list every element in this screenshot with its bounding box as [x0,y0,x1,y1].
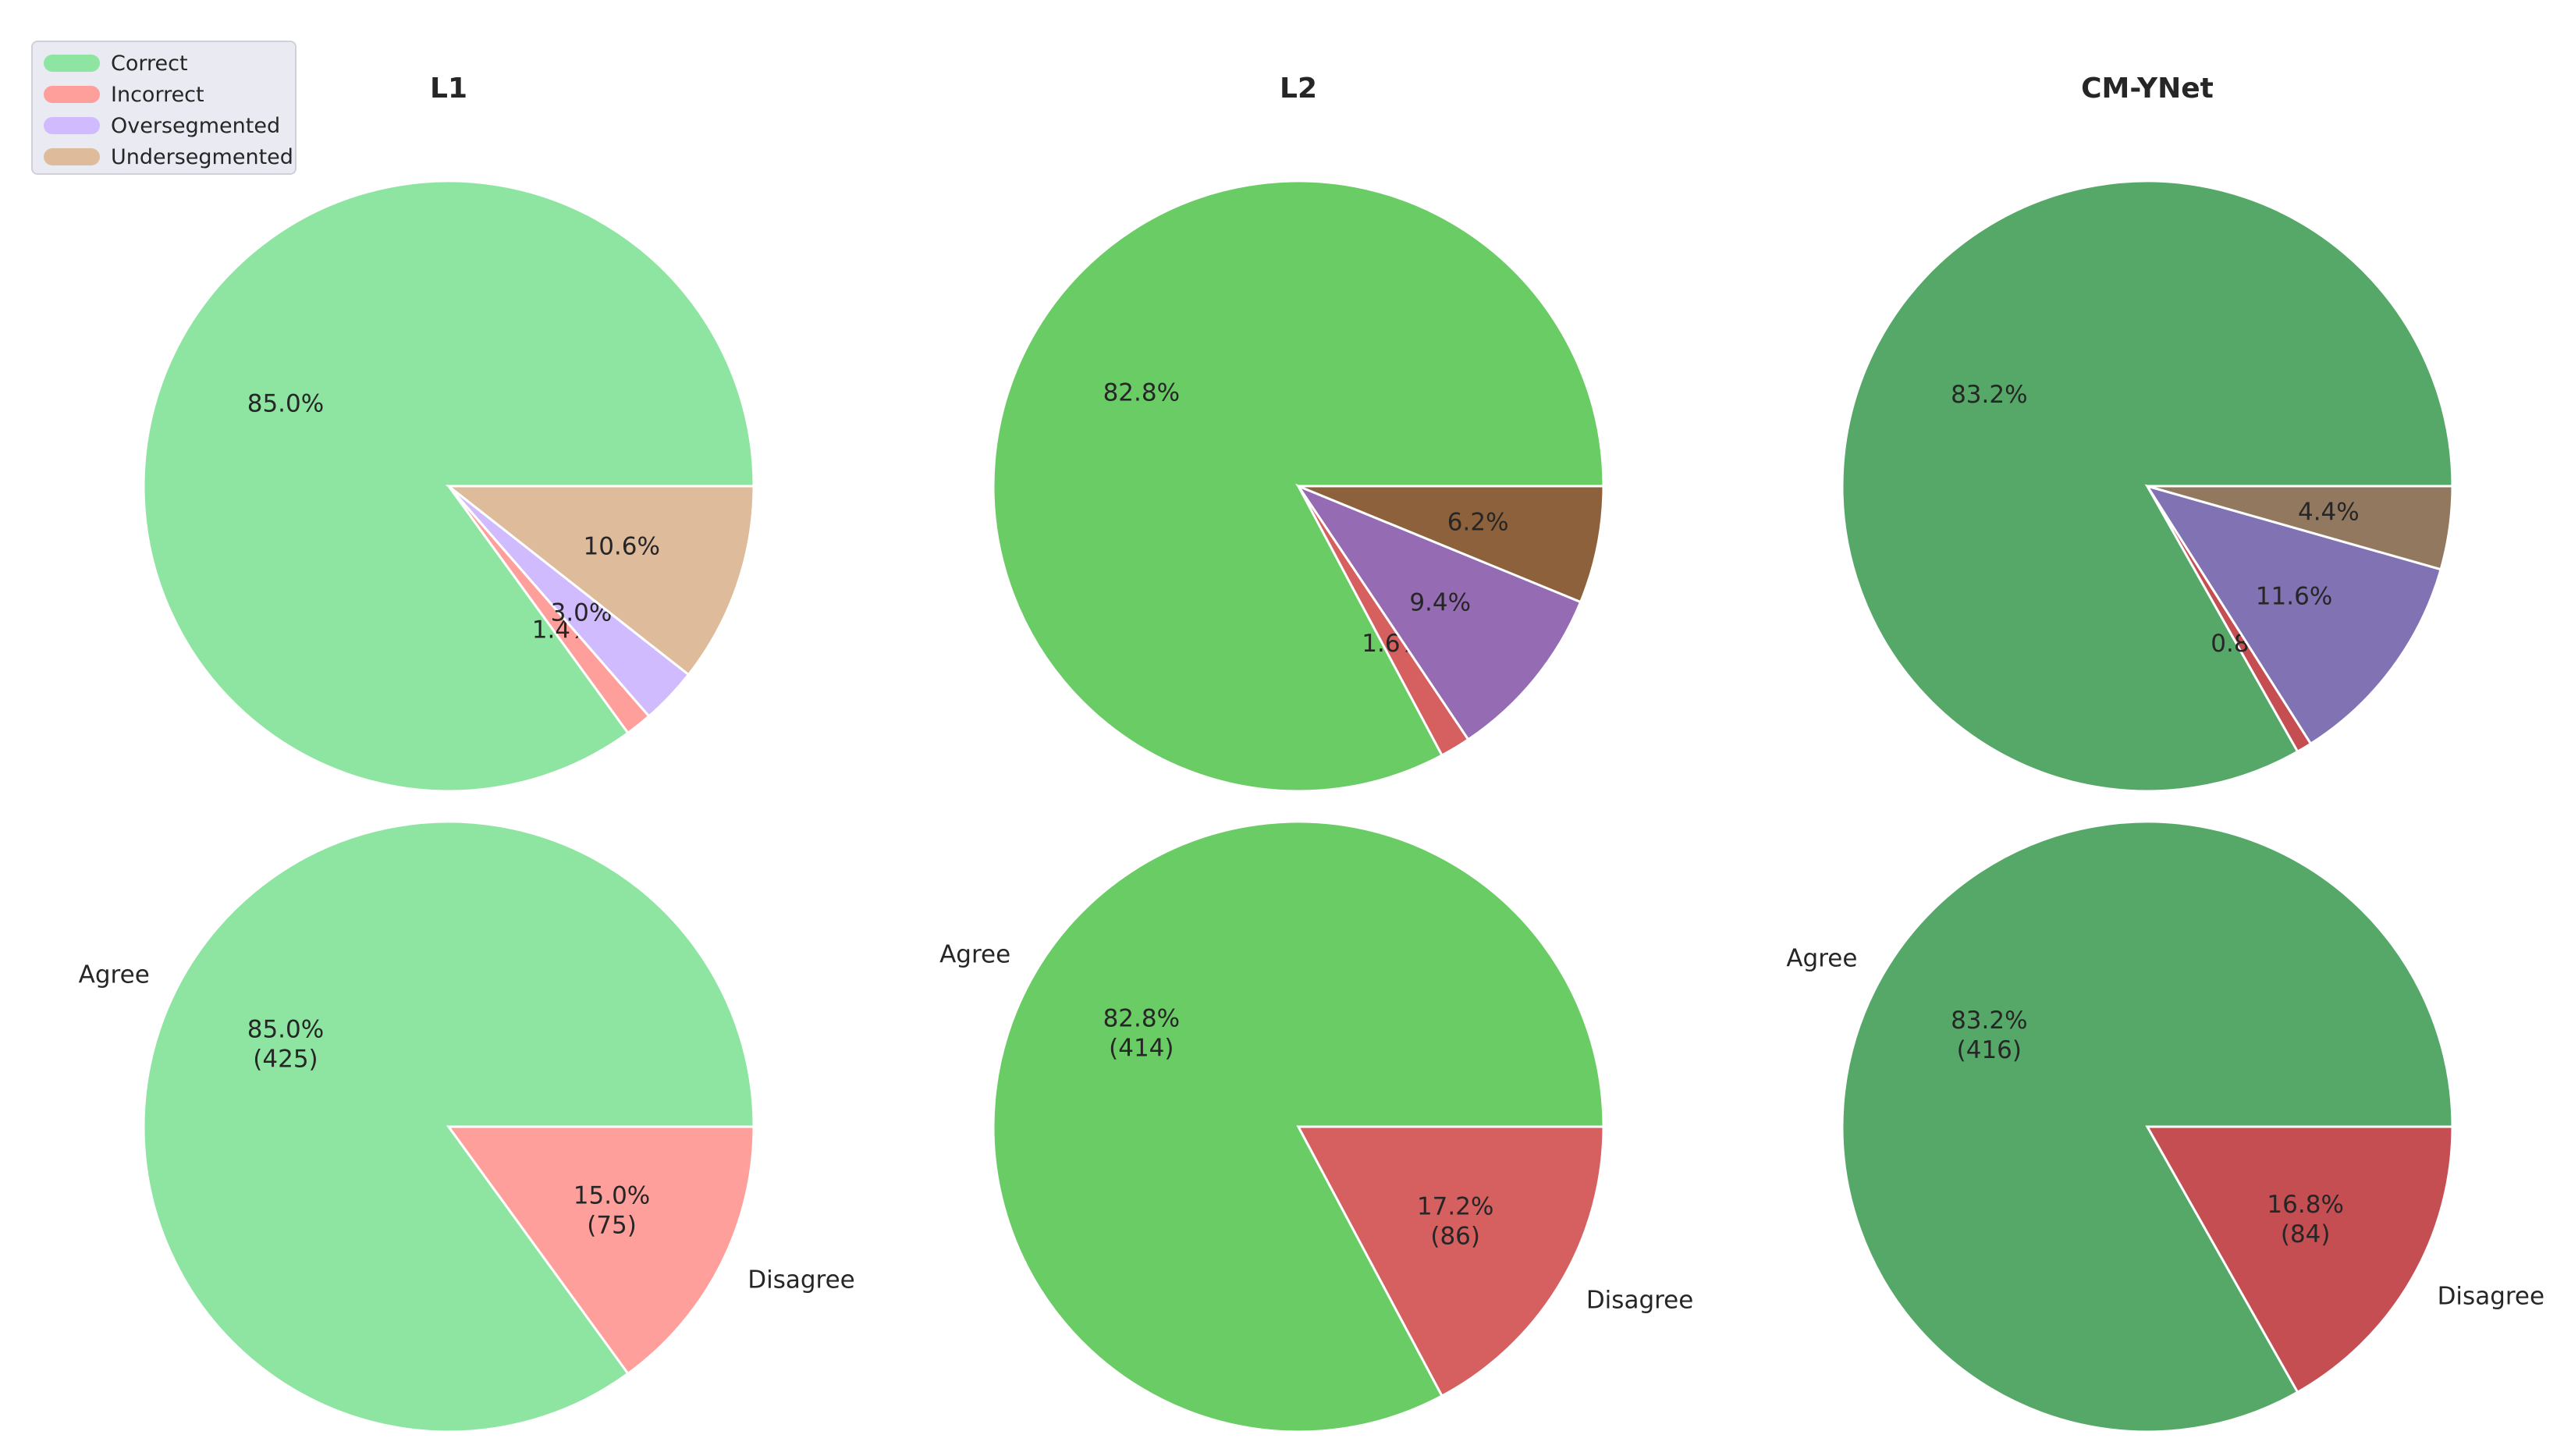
slice-category-label: Disagree [2438,1283,2545,1311]
slice-value-label: 9.4% [1409,588,1471,616]
slice-value-label: 82.8% (414) [1103,1004,1180,1062]
slice-value-label: 6.2% [1447,508,1509,536]
slice-category-label: Disagree [748,1266,855,1294]
pie-bottom-right: 83.2% (416) Agree 16.8% (84) Disagree [1786,820,2545,1433]
pie-slice-disagree [446,1125,755,1376]
slice-value-label: 11.6% [2256,582,2332,610]
slice-value-label: 82.8% [1103,378,1180,407]
slice-value-label: 4.4% [2298,498,2360,526]
chart-title: CM-YNet [2081,73,2214,105]
slice-value-label: 83.2% [1951,381,2027,409]
pie-bottom-middle: 82.8% (414) Agree 17.2% (86) Disagree [939,820,1694,1433]
pie-slice-oversegmented [2144,484,2443,746]
slice-value-label: 15.0% (75) [574,1182,650,1240]
legend-swatch-oversegmented [44,117,100,134]
slice-category-label: Agree [939,941,1010,969]
legend-swatch-correct [44,55,100,72]
slice-value-label: 16.8% (84) [2267,1191,2343,1248]
pie-slice-undersegmented [445,485,755,677]
legend-label: Correct [111,51,188,76]
legend-item-incorrect: Incorrect [44,80,204,109]
legend-swatch-incorrect [44,86,100,103]
pie-slice-undersegmented [2147,485,2454,571]
slice-value-label: 83.2% (416) [1951,1007,2027,1064]
legend-label: Undersegmented [111,144,293,169]
slice-value-label: 17.2% (86) [1417,1193,1493,1251]
chart-legend: Correct Incorrect Oversegmented Underseg… [31,41,297,175]
legend-item-oversegmented: Oversegmented [44,111,280,140]
pie-bottom-left: 85.0% (425) Agree 15.0% (75) Disagree [79,820,855,1433]
slice-category-label: Agree [79,961,150,989]
slice-value-label: 85.0% [247,389,324,417]
legend-label: Incorrect [111,82,204,107]
slice-category-label: Disagree [1586,1286,1694,1314]
pie-slice-undersegmented [1298,485,1605,604]
slice-value-label: 10.6% [583,533,659,561]
chart-title: L1 [430,73,467,105]
pie-slice-oversegmented [1295,483,1582,741]
slice-value-label: 85.0% (425) [247,1015,324,1073]
pie-slice-disagree [1296,1125,1605,1398]
legend-item-undersegmented: Undersegmented [44,142,293,172]
chart-title: L2 [1280,73,1317,105]
slice-category-label: Agree [1786,944,1857,972]
legend-swatch-undersegmented [44,148,100,165]
legend-item-correct: Correct [44,48,188,78]
legend-label: Oversegmented [111,113,281,138]
pie-slice-disagree [2145,1125,2454,1394]
